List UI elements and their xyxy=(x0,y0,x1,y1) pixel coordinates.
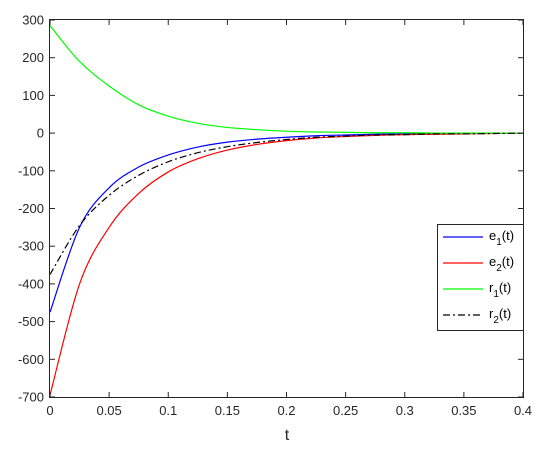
series-line-e2 xyxy=(49,132,524,396)
y-tick-label: -600 xyxy=(18,352,44,367)
y-tick-label: 300 xyxy=(22,13,44,28)
legend-label-e1: e1(t) xyxy=(489,228,514,248)
x-tick-label: 0.2 xyxy=(277,403,295,418)
x-tick-label: 0.3 xyxy=(396,403,414,418)
x-axis-title: t xyxy=(285,427,290,444)
x-tick-label: 0.05 xyxy=(96,403,121,418)
y-tick-label: -400 xyxy=(18,276,44,291)
x-tick-label: 0.35 xyxy=(451,403,476,418)
y-tick-label: 0 xyxy=(37,126,44,141)
x-tick-label: 0.15 xyxy=(215,403,240,418)
plot-frame xyxy=(49,19,524,398)
series-line-r2 xyxy=(49,132,524,275)
y-tick-label: -100 xyxy=(18,163,44,178)
x-tick-label: 0.4 xyxy=(514,403,532,418)
series-layer xyxy=(49,25,524,396)
y-tick-label: -200 xyxy=(18,201,44,216)
y-tick-label: 100 xyxy=(22,88,44,103)
y-tick-label: -500 xyxy=(18,314,44,329)
legend-box xyxy=(437,224,524,331)
x-tick-label: 0 xyxy=(46,403,53,418)
ticks-layer: 0 0.05 0.1 0.15 0.2 0.25 0.3 0.35 0.4 -700 -600 -50… xyxy=(18,13,532,419)
y-tick-label: 200 xyxy=(22,50,44,65)
legend-label-r2: r2(t) xyxy=(489,306,511,326)
legend-label-r1: r1(t) xyxy=(489,280,511,300)
series-line-r1 xyxy=(49,25,523,134)
x-tick-label: 0.25 xyxy=(333,403,358,418)
y-tick-label: -300 xyxy=(18,239,44,254)
legend: e1(t) e2(t) r1(t) r2(t) xyxy=(437,224,524,331)
x-tick-label: 0.1 xyxy=(159,403,177,418)
legend-label-e2: e2(t) xyxy=(489,254,514,274)
y-tick-label: -700 xyxy=(18,390,44,405)
